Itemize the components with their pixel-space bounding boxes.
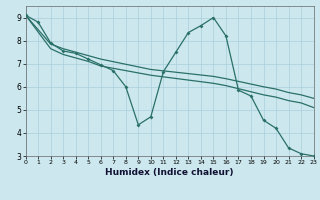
X-axis label: Humidex (Indice chaleur): Humidex (Indice chaleur) <box>105 168 234 177</box>
